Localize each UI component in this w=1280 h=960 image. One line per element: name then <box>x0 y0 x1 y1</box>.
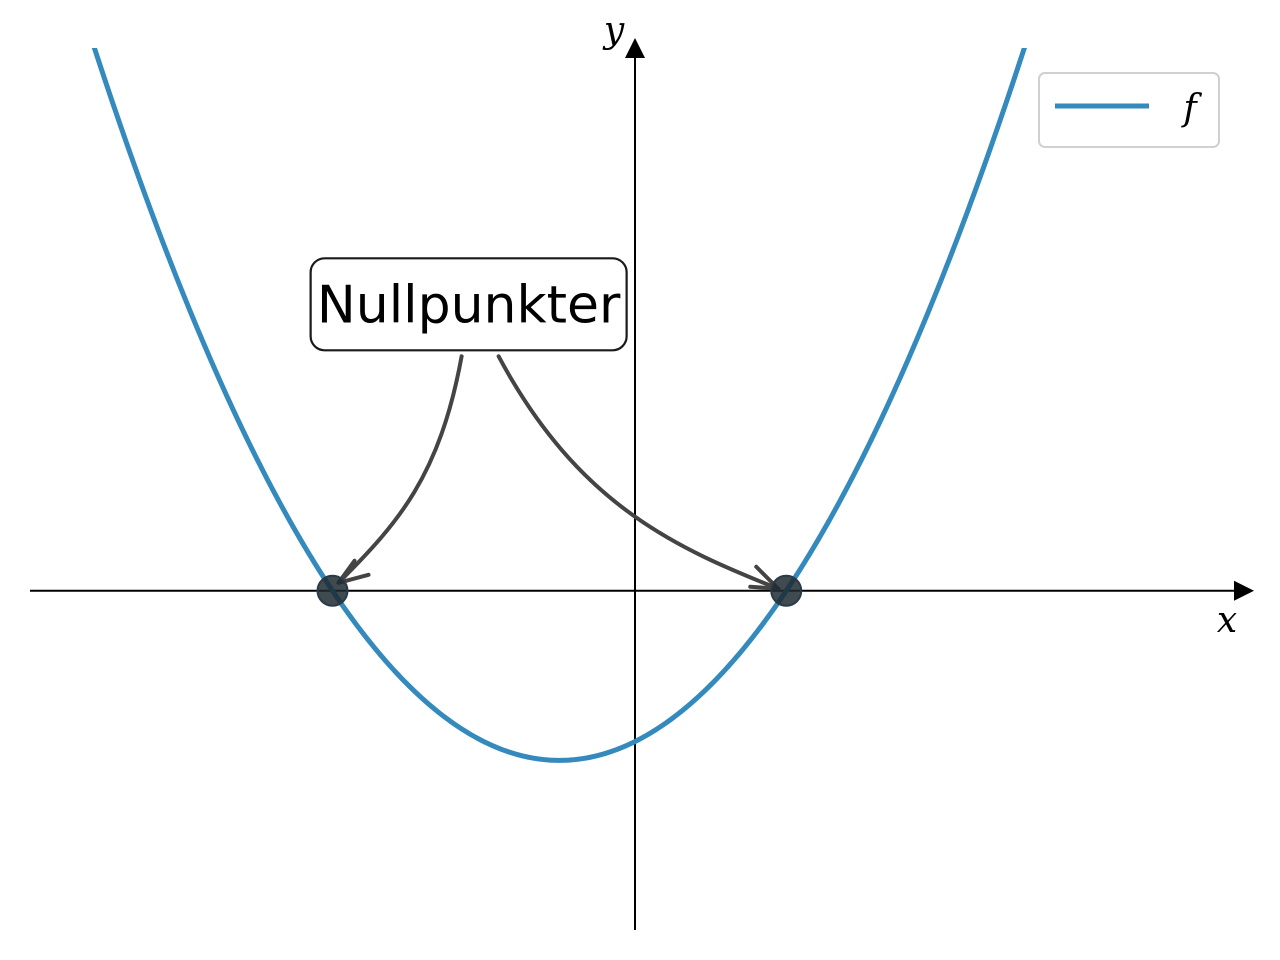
legend: f <box>1038 72 1220 148</box>
x-axis-arrowhead <box>1234 580 1254 601</box>
annotation-arrow-right <box>496 354 781 591</box>
legend-box <box>1038 72 1220 148</box>
x-axis-label: x <box>1217 600 1237 641</box>
annotation-arrow-left <box>336 354 464 585</box>
root-point-1 <box>316 574 349 607</box>
root-points <box>316 574 803 607</box>
y-axis-label: y <box>602 10 625 51</box>
series-f-line <box>91 48 1027 763</box>
y-axis-arrowhead <box>625 38 645 58</box>
annotation-text: Nullpunkter <box>317 275 621 335</box>
root-point-2 <box>770 574 803 607</box>
annotation-box <box>309 257 628 352</box>
